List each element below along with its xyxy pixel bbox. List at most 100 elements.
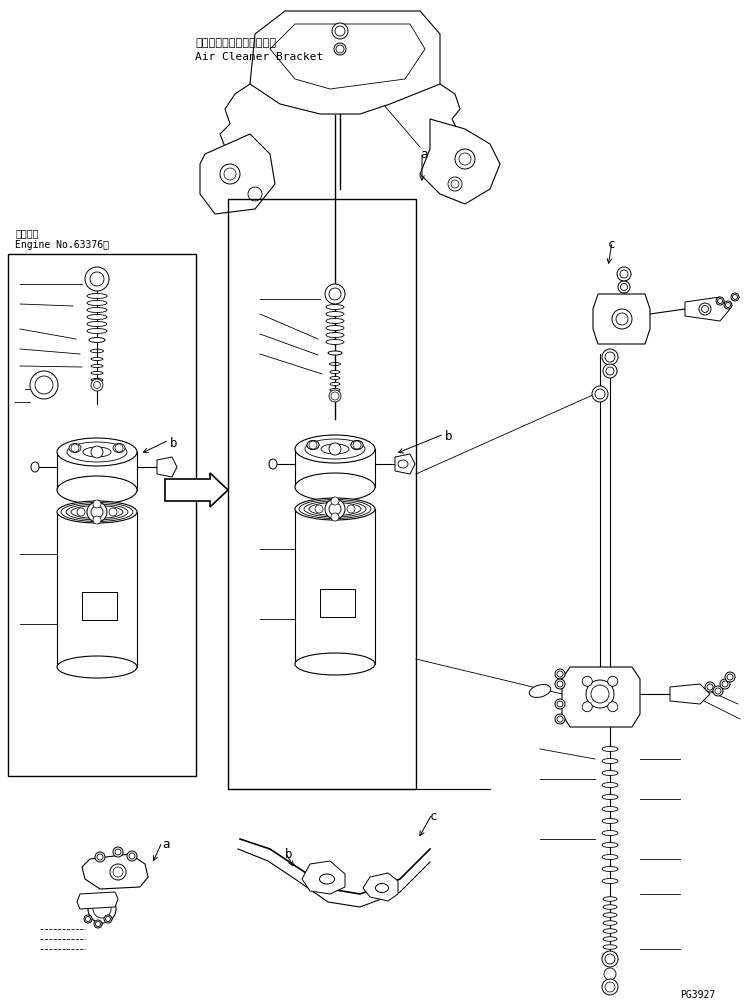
Text: b: b: [445, 429, 453, 442]
Text: b: b: [285, 848, 293, 861]
Ellipse shape: [66, 505, 128, 521]
Polygon shape: [302, 862, 345, 894]
Ellipse shape: [530, 685, 551, 698]
Circle shape: [555, 714, 565, 724]
Ellipse shape: [603, 913, 617, 918]
Ellipse shape: [602, 818, 618, 823]
Circle shape: [331, 514, 339, 522]
Circle shape: [555, 669, 565, 679]
Circle shape: [617, 268, 631, 282]
Circle shape: [699, 304, 711, 316]
Ellipse shape: [330, 389, 340, 392]
Circle shape: [713, 686, 723, 696]
Circle shape: [329, 390, 341, 402]
Ellipse shape: [91, 372, 103, 375]
Ellipse shape: [603, 897, 617, 902]
Ellipse shape: [307, 441, 319, 450]
Polygon shape: [82, 855, 148, 889]
Circle shape: [582, 702, 592, 712]
Ellipse shape: [31, 462, 39, 472]
Ellipse shape: [602, 843, 618, 848]
Ellipse shape: [330, 383, 340, 386]
Circle shape: [315, 506, 323, 514]
Ellipse shape: [602, 747, 618, 752]
Circle shape: [334, 44, 346, 56]
Ellipse shape: [69, 444, 81, 453]
Polygon shape: [200, 134, 275, 215]
Ellipse shape: [87, 315, 107, 320]
Circle shape: [608, 702, 618, 712]
Ellipse shape: [57, 476, 137, 505]
Polygon shape: [420, 120, 500, 205]
Ellipse shape: [89, 338, 105, 343]
Polygon shape: [363, 874, 398, 901]
Bar: [82, 593, 117, 621]
Ellipse shape: [326, 319, 344, 324]
Circle shape: [77, 509, 85, 517]
Circle shape: [220, 164, 240, 185]
Circle shape: [604, 968, 616, 980]
Circle shape: [93, 500, 101, 509]
Ellipse shape: [326, 333, 344, 338]
Ellipse shape: [603, 905, 617, 910]
Circle shape: [87, 503, 107, 523]
Circle shape: [93, 517, 101, 525]
Text: c: c: [608, 238, 616, 251]
Circle shape: [85, 268, 109, 292]
Ellipse shape: [309, 503, 361, 516]
Text: PG3927: PG3927: [680, 989, 715, 999]
Ellipse shape: [295, 498, 375, 521]
Polygon shape: [685, 298, 730, 322]
Circle shape: [109, 509, 117, 517]
Circle shape: [705, 682, 715, 692]
Circle shape: [325, 499, 345, 520]
Text: Air Cleaner Bracket: Air Cleaner Bracket: [195, 52, 323, 62]
Ellipse shape: [602, 806, 618, 811]
Ellipse shape: [326, 312, 344, 317]
Circle shape: [91, 446, 103, 458]
Circle shape: [582, 677, 592, 687]
Circle shape: [612, 310, 632, 330]
Ellipse shape: [299, 500, 371, 519]
Circle shape: [94, 920, 102, 928]
Circle shape: [329, 443, 341, 455]
Ellipse shape: [57, 656, 137, 678]
Ellipse shape: [603, 929, 617, 934]
Circle shape: [104, 915, 112, 923]
Circle shape: [448, 178, 462, 192]
Bar: [228, 200, 416, 789]
Ellipse shape: [330, 377, 340, 380]
Text: c: c: [430, 809, 438, 822]
Circle shape: [110, 865, 126, 880]
Ellipse shape: [57, 502, 137, 524]
Ellipse shape: [602, 794, 618, 799]
Polygon shape: [157, 457, 177, 477]
Circle shape: [720, 679, 730, 689]
Ellipse shape: [295, 473, 375, 502]
Ellipse shape: [320, 875, 335, 884]
Ellipse shape: [351, 441, 363, 450]
Polygon shape: [77, 892, 118, 909]
Circle shape: [618, 282, 630, 294]
Ellipse shape: [602, 879, 618, 884]
Ellipse shape: [376, 884, 388, 893]
Ellipse shape: [326, 305, 344, 310]
Ellipse shape: [295, 435, 375, 463]
Circle shape: [725, 672, 735, 682]
Circle shape: [331, 497, 339, 506]
Polygon shape: [562, 667, 640, 727]
Circle shape: [592, 386, 608, 402]
Polygon shape: [593, 295, 650, 345]
Circle shape: [455, 149, 475, 170]
Text: エアークリーナブラケット: エアークリーナブラケット: [195, 38, 276, 48]
Ellipse shape: [87, 308, 107, 313]
Ellipse shape: [602, 830, 618, 835]
Circle shape: [586, 680, 614, 708]
Polygon shape: [670, 684, 710, 704]
Ellipse shape: [603, 921, 617, 926]
Ellipse shape: [269, 459, 277, 469]
Polygon shape: [270, 25, 425, 90]
Ellipse shape: [328, 352, 342, 356]
Ellipse shape: [602, 867, 618, 872]
Circle shape: [332, 24, 348, 40]
